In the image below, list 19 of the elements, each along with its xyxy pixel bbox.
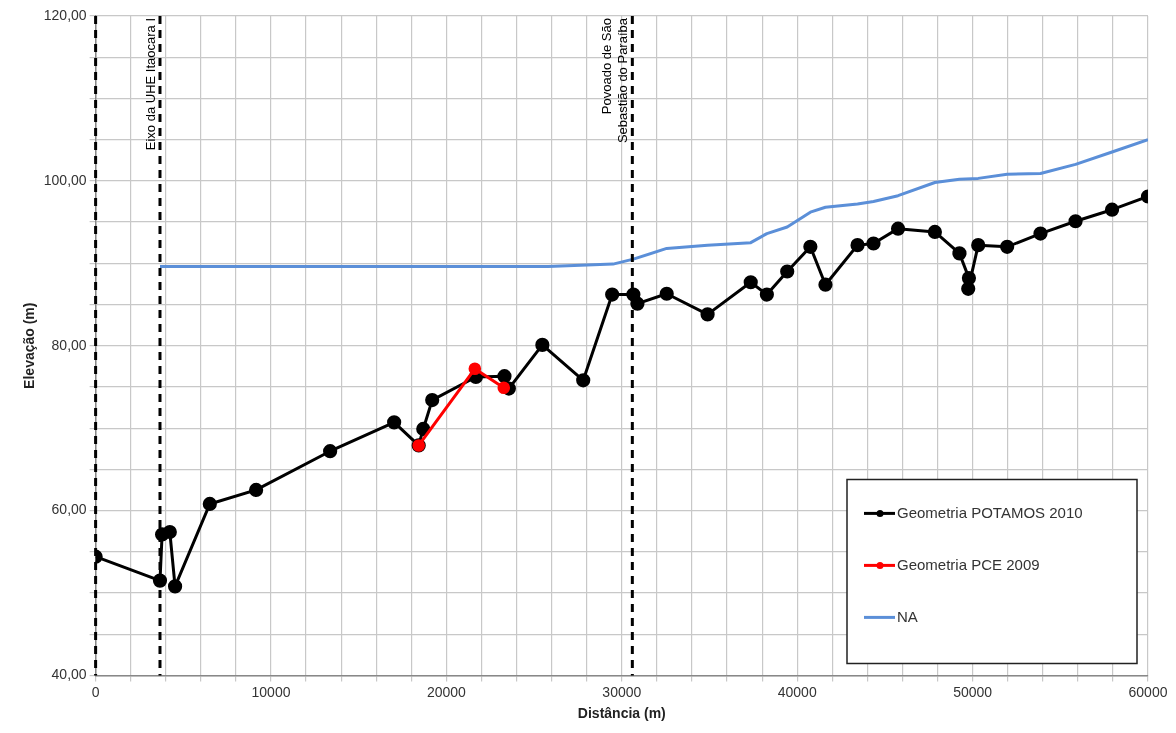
ref-line-label: Eixo da UHE Itaocara I <box>142 18 158 151</box>
x-axis-title: Distância (m) <box>577 705 666 722</box>
x-tick-label: 30000 <box>602 683 642 700</box>
ref-line-label: Povoado de São Sebastião do Paraíba <box>599 17 631 144</box>
legend-label: NA <box>897 607 918 625</box>
y-tick-label: 100,00 <box>43 171 87 188</box>
x-tick-label: 50000 <box>953 683 993 700</box>
x-tick-label: 0 <box>91 683 100 700</box>
y-tick-label: 60,00 <box>51 501 87 518</box>
legend-label: Geometria PCE 2009 <box>897 555 1040 573</box>
y-tick-label: 80,00 <box>51 336 87 353</box>
legend-label: Geometria POTAMOS 2010 <box>897 503 1083 521</box>
x-tick-label: 20000 <box>426 683 467 700</box>
y-tick-label: 120,00 <box>43 6 87 23</box>
x-tick-label: 10000 <box>251 683 291 700</box>
x-tick-label: 60000 <box>1128 683 1168 700</box>
y-tick-label: 40,00 <box>51 666 87 683</box>
y-axis-title: Elevação (m) <box>21 302 38 389</box>
x-tick-label: 40000 <box>777 683 817 700</box>
